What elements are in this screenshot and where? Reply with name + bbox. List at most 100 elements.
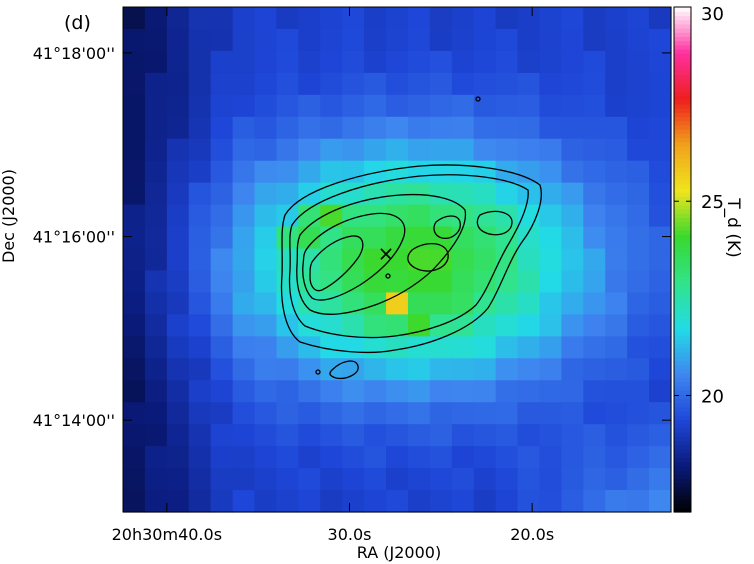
heatmap-cell xyxy=(561,402,584,425)
colorbar-segment xyxy=(674,272,691,277)
heatmap-cell xyxy=(627,226,650,250)
heatmap-cell xyxy=(144,50,168,74)
heatmap-cell xyxy=(429,490,453,513)
heatmap-cell xyxy=(254,424,278,447)
colorbar-segment xyxy=(674,183,691,189)
heatmap-cell xyxy=(649,50,672,74)
heatmap-cell xyxy=(539,116,562,140)
heatmap-cell xyxy=(210,7,234,30)
heatmap-cell xyxy=(254,446,278,469)
heatmap-cell xyxy=(517,270,541,294)
heatmap-cell xyxy=(473,358,497,381)
heatmap-cell xyxy=(649,94,672,118)
heatmap-cell xyxy=(232,72,256,96)
contour-speck-center xyxy=(385,273,391,279)
heatmap-cell xyxy=(188,94,212,118)
heatmap-cell xyxy=(627,424,650,447)
heatmap-cell xyxy=(123,94,146,118)
heatmap-cell xyxy=(210,358,234,381)
heatmap-cell xyxy=(407,468,431,491)
heatmap-cell xyxy=(539,292,562,315)
heatmap-cell xyxy=(605,424,628,447)
heatmap-cell xyxy=(495,336,519,359)
heatmap-cell xyxy=(386,336,409,359)
heatmap-cell xyxy=(605,490,628,513)
heatmap-cell xyxy=(386,204,409,228)
contour-patch-lower xyxy=(329,360,359,380)
heatmap-cell xyxy=(123,7,146,30)
heatmap-cell xyxy=(386,226,409,250)
heatmap-cell xyxy=(386,468,409,491)
heatmap-cell xyxy=(583,182,606,206)
heatmap-cell xyxy=(517,336,541,359)
heatmap-cell xyxy=(210,292,234,315)
colorbar-segment xyxy=(674,145,691,151)
colorbar-segment xyxy=(674,204,691,210)
heatmap-cell xyxy=(539,28,562,52)
heatmap-cell xyxy=(188,424,212,447)
heatmap-cell xyxy=(342,7,365,30)
heatmap-cell xyxy=(210,380,234,403)
heatmap-cell xyxy=(123,248,146,272)
heatmap-cell xyxy=(605,116,628,140)
heatmap-cell xyxy=(495,446,519,469)
colorbar-segment xyxy=(674,187,691,193)
heatmap-cell xyxy=(583,160,606,184)
heatmap-cell xyxy=(364,314,387,337)
heatmap-cell xyxy=(144,138,168,162)
heatmap-cell xyxy=(254,116,278,140)
heatmap-cell xyxy=(188,160,212,184)
contour-level-4 xyxy=(302,212,406,301)
heatmap-cell xyxy=(561,138,584,162)
plot-frame xyxy=(122,6,672,513)
colorbar-segment xyxy=(674,469,691,475)
heatmap-cell xyxy=(473,336,497,359)
y-axis-label: Dec (J2000) xyxy=(0,169,18,263)
heatmap-cell xyxy=(298,358,321,381)
x-axis-label: RA (J2000) xyxy=(357,543,441,562)
heatmap-cell xyxy=(583,7,606,30)
heatmap-cell xyxy=(561,160,584,184)
heatmap-cell xyxy=(210,490,234,513)
heatmap-cell xyxy=(386,314,409,337)
heatmap-cell xyxy=(123,72,146,96)
heatmap-cell xyxy=(539,226,562,250)
colorbar-segment xyxy=(674,19,691,25)
heatmap-cell xyxy=(166,116,190,140)
heatmap-cell xyxy=(254,160,278,184)
heatmap-cell xyxy=(451,358,475,381)
colorbar-segment xyxy=(674,217,691,223)
heatmap-cell xyxy=(232,336,256,359)
heatmap-cell xyxy=(627,7,650,30)
heatmap-cell xyxy=(451,490,475,513)
heatmap-cell xyxy=(407,336,431,359)
heatmap-cell xyxy=(166,380,190,403)
heatmap-cell xyxy=(342,160,365,184)
heatmap-cell xyxy=(123,116,146,140)
colorbar-segment xyxy=(674,32,691,38)
heatmap-cell xyxy=(451,94,475,118)
heatmap-cell xyxy=(429,138,453,162)
heatmap-cell xyxy=(254,226,278,250)
heatmap-cell xyxy=(495,314,519,337)
heatmap-cell xyxy=(232,490,256,513)
colorbar-segment xyxy=(674,53,691,59)
heatmap-cell xyxy=(386,7,409,30)
colorbar-segment xyxy=(674,221,691,227)
heatmap-cell xyxy=(407,490,431,513)
heatmap-cell xyxy=(276,380,299,403)
heatmap-cell xyxy=(276,182,299,206)
heatmap-cell xyxy=(605,72,628,96)
heatmap-cell xyxy=(210,182,234,206)
heatmap-cell xyxy=(605,270,628,294)
colorbar-segment xyxy=(674,343,691,349)
heatmap-cell xyxy=(583,336,606,359)
heatmap-cell xyxy=(188,446,212,469)
y-tick-label: 41°16'00'' xyxy=(33,228,115,247)
heatmap-cell xyxy=(188,314,212,337)
heatmap-cell xyxy=(473,270,497,294)
heatmap-cell xyxy=(561,182,584,206)
heatmap-cell xyxy=(123,336,146,359)
heatmap-cell xyxy=(320,7,343,30)
heatmap-cell xyxy=(407,204,431,228)
